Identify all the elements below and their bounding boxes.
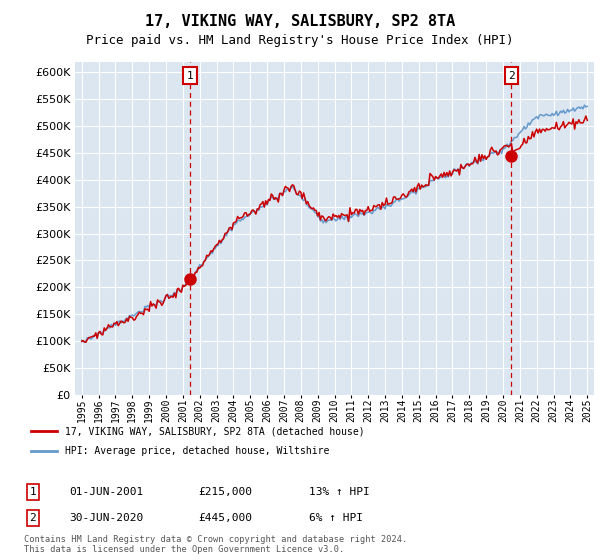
Text: £445,000: £445,000 — [198, 513, 252, 523]
Text: Contains HM Land Registry data © Crown copyright and database right 2024.
This d: Contains HM Land Registry data © Crown c… — [24, 535, 407, 554]
Text: 1: 1 — [29, 487, 37, 497]
Text: £215,000: £215,000 — [198, 487, 252, 497]
Text: 2: 2 — [508, 71, 515, 81]
Text: 17, VIKING WAY, SALISBURY, SP2 8TA (detached house): 17, VIKING WAY, SALISBURY, SP2 8TA (deta… — [65, 426, 365, 436]
Text: Price paid vs. HM Land Registry's House Price Index (HPI): Price paid vs. HM Land Registry's House … — [86, 34, 514, 46]
Text: 01-JUN-2001: 01-JUN-2001 — [69, 487, 143, 497]
Text: HPI: Average price, detached house, Wiltshire: HPI: Average price, detached house, Wilt… — [65, 446, 329, 456]
Text: 1: 1 — [187, 71, 193, 81]
Text: 2: 2 — [29, 513, 37, 523]
Text: 6% ↑ HPI: 6% ↑ HPI — [309, 513, 363, 523]
Text: 13% ↑ HPI: 13% ↑ HPI — [309, 487, 370, 497]
Text: 30-JUN-2020: 30-JUN-2020 — [69, 513, 143, 523]
Text: 17, VIKING WAY, SALISBURY, SP2 8TA: 17, VIKING WAY, SALISBURY, SP2 8TA — [145, 14, 455, 29]
